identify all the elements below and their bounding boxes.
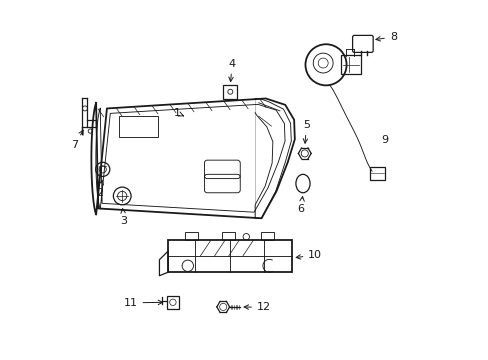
Text: 3: 3	[120, 209, 127, 226]
Polygon shape	[91, 99, 294, 218]
Text: 6: 6	[297, 197, 304, 214]
Text: 12: 12	[244, 302, 270, 312]
Text: 10: 10	[296, 250, 322, 260]
Text: 2: 2	[96, 180, 103, 198]
Polygon shape	[159, 251, 168, 276]
Text: 9: 9	[380, 135, 387, 145]
Text: 5: 5	[303, 120, 309, 143]
Text: 8: 8	[375, 32, 396, 42]
Text: 4: 4	[228, 59, 235, 81]
Text: 1: 1	[173, 108, 183, 118]
Text: 11: 11	[123, 298, 163, 308]
Text: 7: 7	[71, 130, 83, 150]
